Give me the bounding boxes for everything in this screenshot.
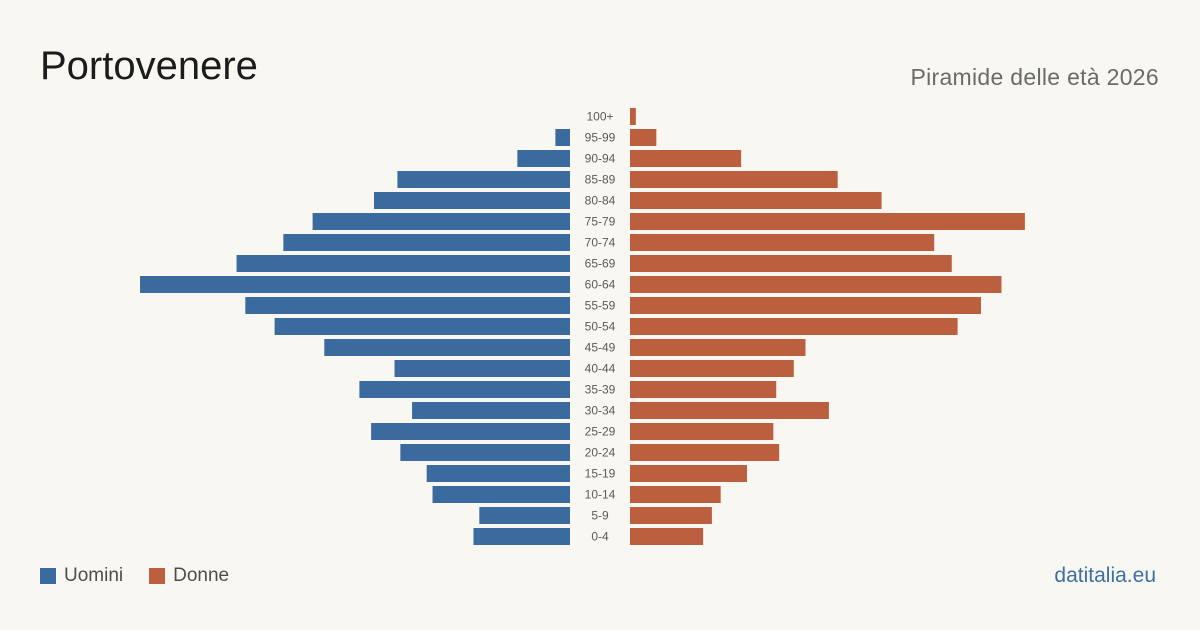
age-label-70-74: 70-74: [585, 236, 616, 250]
age-label-60-64: 60-64: [585, 278, 616, 292]
page-title: Portovenere: [40, 44, 258, 88]
bar-men-30-34: [412, 402, 570, 419]
bar-men-75-79: [312, 213, 570, 230]
bar-men-15-19: [426, 465, 570, 482]
bar-men-5-9: [479, 507, 570, 524]
source-link[interactable]: datitalia.eu: [1054, 564, 1156, 587]
age-label-10-14: 10-14: [585, 488, 616, 502]
legend: Uomini Donne: [40, 564, 255, 588]
bar-men-40-44: [394, 360, 570, 377]
bar-women-65-69: [630, 255, 952, 272]
bar-men-55-59: [245, 297, 570, 314]
bar-women-25-29: [630, 423, 774, 440]
age-label-20-24: 20-24: [585, 446, 616, 460]
bar-men-95-99: [555, 129, 570, 146]
age-label-90-94: 90-94: [585, 152, 616, 166]
bar-women-70-74: [630, 234, 935, 251]
bar-men-10-14: [432, 486, 570, 503]
age-label-5-9: 5-9: [591, 509, 609, 523]
bar-women-50-54: [630, 318, 958, 335]
bar-women-100plus: [630, 108, 636, 125]
age-label-75-79: 75-79: [585, 215, 616, 229]
legend-item-women: Donne: [149, 564, 229, 588]
age-label-30-34: 30-34: [585, 404, 616, 418]
bar-women-20-24: [630, 444, 780, 461]
age-label-65-69: 65-69: [585, 257, 616, 271]
bar-women-5-9: [630, 507, 712, 524]
bar-women-35-39: [630, 381, 777, 398]
age-label-80-84: 80-84: [585, 194, 616, 208]
age-label-25-29: 25-29: [585, 425, 616, 439]
bar-women-0-4: [630, 528, 704, 545]
bar-women-45-49: [630, 339, 806, 356]
bar-women-10-14: [630, 486, 721, 503]
legend-label-men: Uomini: [64, 565, 124, 586]
age-label-95-99: 95-99: [585, 131, 616, 145]
bar-men-60-64: [140, 276, 570, 293]
bar-men-35-39: [359, 381, 570, 398]
bar-men-20-24: [400, 444, 570, 461]
bar-women-30-34: [630, 402, 829, 419]
age-label-40-44: 40-44: [585, 362, 616, 376]
women-bars-group: [630, 108, 1025, 545]
bar-men-90-94: [517, 150, 570, 167]
age-label-45-49: 45-49: [585, 341, 616, 355]
bar-women-85-89: [630, 171, 838, 188]
bar-women-15-19: [630, 465, 747, 482]
bar-women-60-64: [630, 276, 1002, 293]
age-labels-group: 100+ 95-99 90-94 85-89 80-84 75-79 70-74 65-69 6…: [585, 110, 616, 544]
bar-women-80-84: [630, 192, 882, 209]
legend-swatch-women: [149, 568, 166, 584]
age-label-100plus: 100+: [586, 110, 613, 124]
legend-swatch-men: [40, 568, 56, 584]
bar-women-40-44: [630, 360, 794, 377]
bar-men-80-84: [374, 192, 570, 209]
bar-women-90-94: [630, 150, 742, 167]
bar-men-0-4: [473, 528, 570, 545]
age-label-35-39: 35-39: [585, 383, 616, 397]
age-label-85-89: 85-89: [585, 173, 616, 187]
bar-men-70-74: [283, 234, 570, 251]
bar-women-55-59: [630, 297, 981, 314]
bar-men-25-29: [371, 423, 570, 440]
age-label-55-59: 55-59: [585, 299, 616, 313]
legend-label-women: Donne: [173, 565, 230, 586]
bar-men-85-89: [397, 171, 570, 188]
chart-subtitle: Piramide delle età 2026: [910, 64, 1159, 90]
bar-women-95-99: [630, 129, 657, 146]
legend-item-men: Uomini: [40, 564, 123, 588]
age-label-50-54: 50-54: [585, 320, 616, 334]
men-bars-group: [140, 129, 571, 545]
bar-men-45-49: [324, 339, 570, 356]
age-label-15-19: 15-19: [585, 467, 616, 481]
bar-women-75-79: [630, 213, 1025, 230]
bar-men-65-69: [236, 255, 571, 272]
age-label-0-4: 0-4: [591, 530, 609, 544]
bar-men-50-54: [274, 318, 570, 335]
